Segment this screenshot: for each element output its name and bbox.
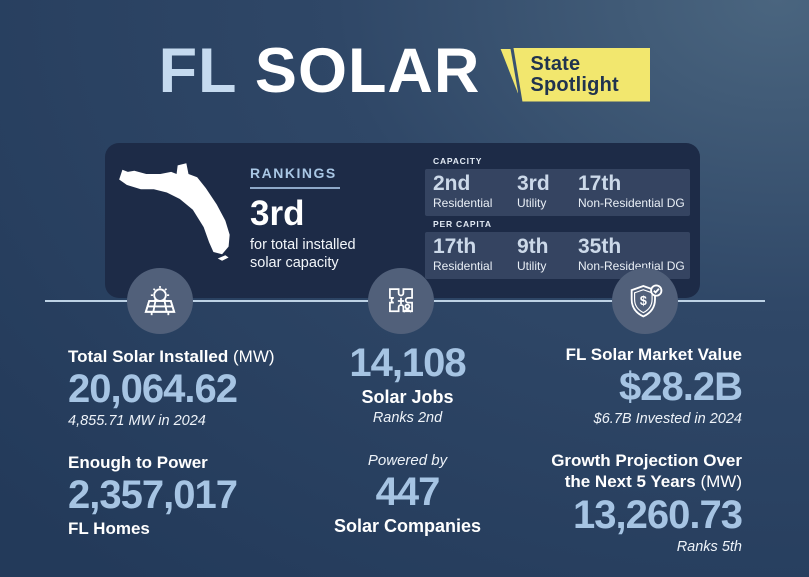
svg-text:$: $ <box>640 294 647 308</box>
stat-title: Enough to Power <box>68 453 208 472</box>
solar-companies-stat: Powered by 447 Solar Companies <box>315 452 500 537</box>
header: FL SOLAR State Spotlight <box>0 40 809 103</box>
stat-value: 20,064.62 <box>68 367 238 412</box>
per-capita-row: 17th Residential 9th Utility 35th Non-Re… <box>425 232 690 280</box>
rank-cell: 9th Utility <box>517 235 549 274</box>
market-value-stat: FL Solar Market Value $28.2B $6.7B Inves… <box>462 344 743 428</box>
stat-value: 14,108 <box>349 341 466 385</box>
stat-title: FL Solar Market Value <box>565 345 742 364</box>
stat-note: Ranks 5th <box>676 538 742 555</box>
stat-note: Ranks 2nd <box>372 410 443 426</box>
market-value-icon-circle: $ <box>612 268 678 334</box>
title-fl: FL <box>158 36 237 106</box>
rank-cell: 35th Non-Residential DG <box>578 235 685 274</box>
badge-line2: Spotlight <box>530 73 619 96</box>
homes-powered-stat: Enough to Power 2,357,017 FL Homes <box>68 452 318 539</box>
florida-map-icon <box>119 163 230 261</box>
rank-cell: 3rd Utility <box>517 172 550 211</box>
stat-pre-label: Powered by <box>367 452 448 469</box>
rank-cell: 17th Non-Residential DG <box>578 172 685 211</box>
solar-jobs-stat: 14,108 Solar Jobs Ranks 2nd <box>315 341 500 426</box>
jobs-icon-circle <box>368 268 434 334</box>
solar-panel-sun-icon <box>144 286 176 316</box>
rank-summary: RANKINGS 3rd for total installed solar c… <box>250 165 415 272</box>
growth-projection-stat: Growth Projection Over the Next 5 Years … <box>442 450 743 555</box>
capacity-row: 2nd Residential 3rd Utility 17th Non-Res… <box>425 169 690 217</box>
capacity-section-label: CAPACITY <box>433 156 483 166</box>
stat-label: Solar Jobs <box>361 387 454 407</box>
stat-note: 4,855.71 MW in 2024 <box>68 413 206 430</box>
stat-title: Total Solar Installed (MW) <box>68 347 275 366</box>
shield-dollar-check-icon: $ <box>630 284 663 318</box>
stat-title: Growth Projection Over the Next 5 Years … <box>551 451 742 492</box>
total-solar-installed-stat: Total Solar Installed (MW) 20,064.62 4,8… <box>68 346 318 429</box>
stat-value: $28.2B <box>619 365 743 410</box>
rank-value: 3rd <box>250 194 305 233</box>
stat-value: 447 <box>375 470 441 514</box>
badge-box: State Spotlight <box>513 47 651 102</box>
stat-value: 13,260.73 <box>573 492 743 537</box>
solar-panel-icon-circle <box>127 268 193 334</box>
page-title: FL SOLAR <box>159 40 481 103</box>
rankings-panel: RANKINGS 3rd for total installed solar c… <box>105 143 700 298</box>
puzzle-jobs-icon <box>389 288 413 313</box>
title-solar: SOLAR <box>254 36 481 106</box>
stat-note: $6.7B Invested in 2024 <box>593 411 742 428</box>
state-spotlight-badge: State Spotlight <box>500 47 651 102</box>
rankings-underline <box>250 187 340 189</box>
rank-cell: 17th Residential <box>433 235 493 274</box>
rank-caption: for total installed solar capacity <box>250 237 356 271</box>
rankings-label: RANKINGS <box>250 165 337 181</box>
stat-label: Solar Companies <box>333 516 482 536</box>
rank-cell: 2nd Residential <box>433 172 493 211</box>
badge-line1: State <box>530 53 581 76</box>
stat-value: 2,357,017 <box>68 473 238 518</box>
per-capita-section-label: PER CAPITA <box>433 219 492 230</box>
rankings-table: CAPACITY 2nd Residential 3rd Utility 17t… <box>425 153 690 280</box>
stat-label: FL Homes <box>68 519 150 539</box>
